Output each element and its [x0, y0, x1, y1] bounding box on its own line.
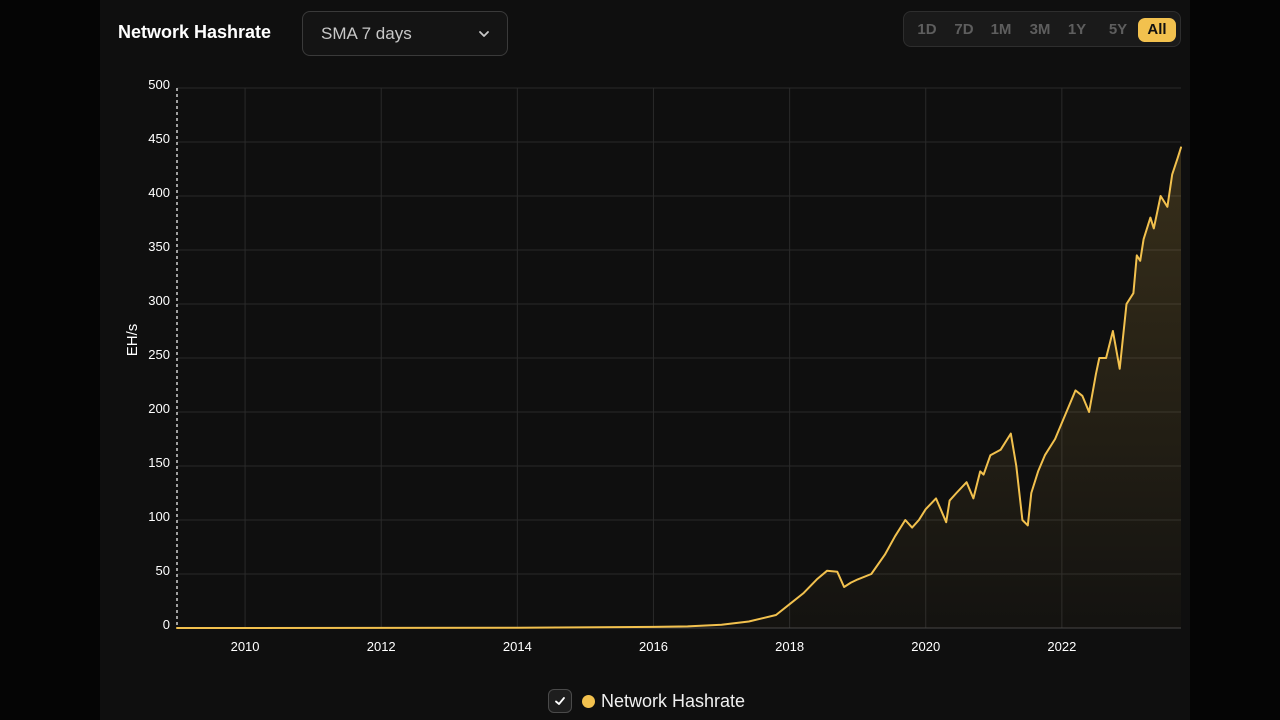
y-tick-label-350: 350	[148, 239, 170, 254]
y-tick-label-500: 500	[148, 77, 170, 92]
y-tick-label-300: 300	[148, 293, 170, 308]
y-tick-label-200: 200	[148, 401, 170, 416]
range-button-1m[interactable]: 1M	[990, 21, 1012, 38]
y-tick-label-250: 250	[148, 347, 170, 362]
x-tick-label-2018: 2018	[775, 639, 804, 654]
range-selector: 1D 7D 1M 3M 1Y 5Y All	[903, 11, 1181, 47]
x-tick-label-2012: 2012	[367, 639, 396, 654]
legend-color-dot	[582, 694, 595, 708]
range-button-1d[interactable]: 1D	[917, 21, 937, 38]
x-tick-label-2020: 2020	[911, 639, 940, 654]
x-tick-label-2016: 2016	[639, 639, 668, 654]
x-tick-label-2010: 2010	[231, 639, 260, 654]
sma-select-value: SMA 7 days	[321, 23, 412, 43]
check-icon	[555, 697, 565, 705]
y-tick-label-450: 450	[148, 131, 170, 146]
y-tick-label-150: 150	[148, 455, 170, 470]
y-tick-label-100: 100	[148, 509, 170, 524]
y-tick-label-400: 400	[148, 185, 170, 200]
y-tick-label-0: 0	[163, 617, 170, 632]
chevron-down-icon	[479, 31, 489, 37]
x-tick-label-2014: 2014	[503, 639, 532, 654]
legend-toggle-checkbox[interactable]	[548, 689, 572, 713]
y-axis-label: EH/s	[124, 324, 141, 357]
legend-label: Network Hashrate	[601, 690, 746, 711]
x-tick-label-2022: 2022	[1047, 639, 1076, 654]
chart-title: Network Hashrate	[118, 22, 272, 42]
range-button-all[interactable]: All	[1138, 18, 1176, 42]
series-line-hashrate	[176, 146, 1182, 629]
range-button-7d[interactable]: 7D	[954, 21, 974, 38]
y-tick-label-50: 50	[156, 563, 170, 578]
range-button-5y[interactable]: 5Y	[1108, 21, 1128, 38]
range-button-1y[interactable]: 1Y	[1067, 21, 1087, 38]
range-button-3m[interactable]: 3M	[1029, 21, 1051, 38]
legend: Network Hashrate	[548, 688, 745, 714]
sma-select[interactable]: SMA 7 days	[302, 11, 508, 56]
series-area-hashrate	[177, 147, 1181, 628]
